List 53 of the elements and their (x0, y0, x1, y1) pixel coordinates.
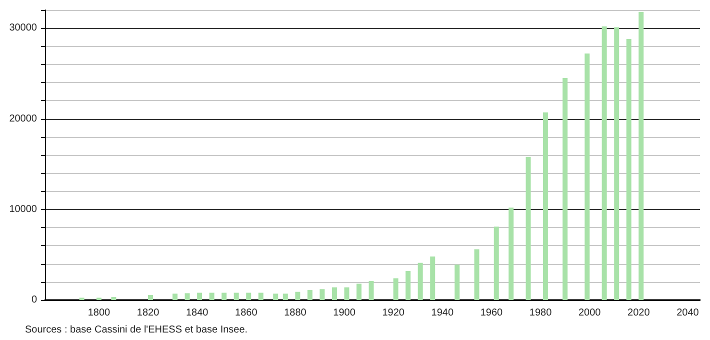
x-tick-label: 2040 (676, 308, 700, 318)
x-tick-label: 1940 (431, 308, 454, 318)
bar (526, 156, 531, 300)
x-tick-label: 1820 (136, 308, 160, 318)
bar (602, 26, 607, 300)
x-tick-label: 2020 (628, 308, 650, 318)
x-tick-label: 1980 (529, 308, 552, 318)
bar (584, 54, 590, 300)
x-tick-label: 2000 (578, 308, 602, 318)
bar (626, 39, 632, 300)
x-tick-label: 1920 (382, 308, 405, 318)
bar (638, 12, 644, 300)
y-tick-label: 0 (31, 294, 38, 306)
bar (614, 27, 620, 300)
x-tick-label: 1900 (333, 308, 356, 318)
y-tick-label: 10000 (9, 204, 38, 215)
bar (234, 292, 239, 300)
bar (258, 292, 264, 300)
bar (562, 78, 568, 300)
y-tick-label: 30000 (9, 22, 38, 34)
x-tick-label: 1880 (284, 308, 307, 318)
bar (418, 262, 423, 300)
bar (222, 292, 227, 300)
bar (320, 289, 325, 300)
bar (474, 249, 480, 300)
bar (295, 292, 300, 300)
bar (148, 295, 153, 300)
bar (332, 287, 337, 300)
bar (246, 292, 252, 300)
bar (273, 294, 278, 300)
x-tick-label: 1800 (88, 308, 111, 318)
bar (172, 294, 178, 300)
bar (406, 271, 411, 300)
x-tick-label: 1860 (235, 308, 258, 318)
x-tick-label: 1840 (186, 308, 209, 318)
bar (197, 292, 202, 300)
bar (184, 293, 190, 300)
bar (344, 287, 350, 300)
y-tick-label: 20000 (9, 113, 38, 124)
x-tick-label: 1960 (480, 308, 504, 318)
bar (393, 278, 398, 300)
bar (356, 284, 362, 300)
source-note: Sources : base Cassini de l'EHESS et base Insee. (25, 324, 248, 336)
bar (454, 264, 460, 300)
bar (282, 294, 288, 300)
bar (368, 280, 374, 300)
bar (542, 112, 548, 300)
bar (494, 226, 499, 300)
bar (307, 290, 312, 300)
bar (430, 256, 436, 300)
bar (111, 297, 116, 300)
bar (508, 208, 514, 300)
bar (209, 292, 214, 300)
